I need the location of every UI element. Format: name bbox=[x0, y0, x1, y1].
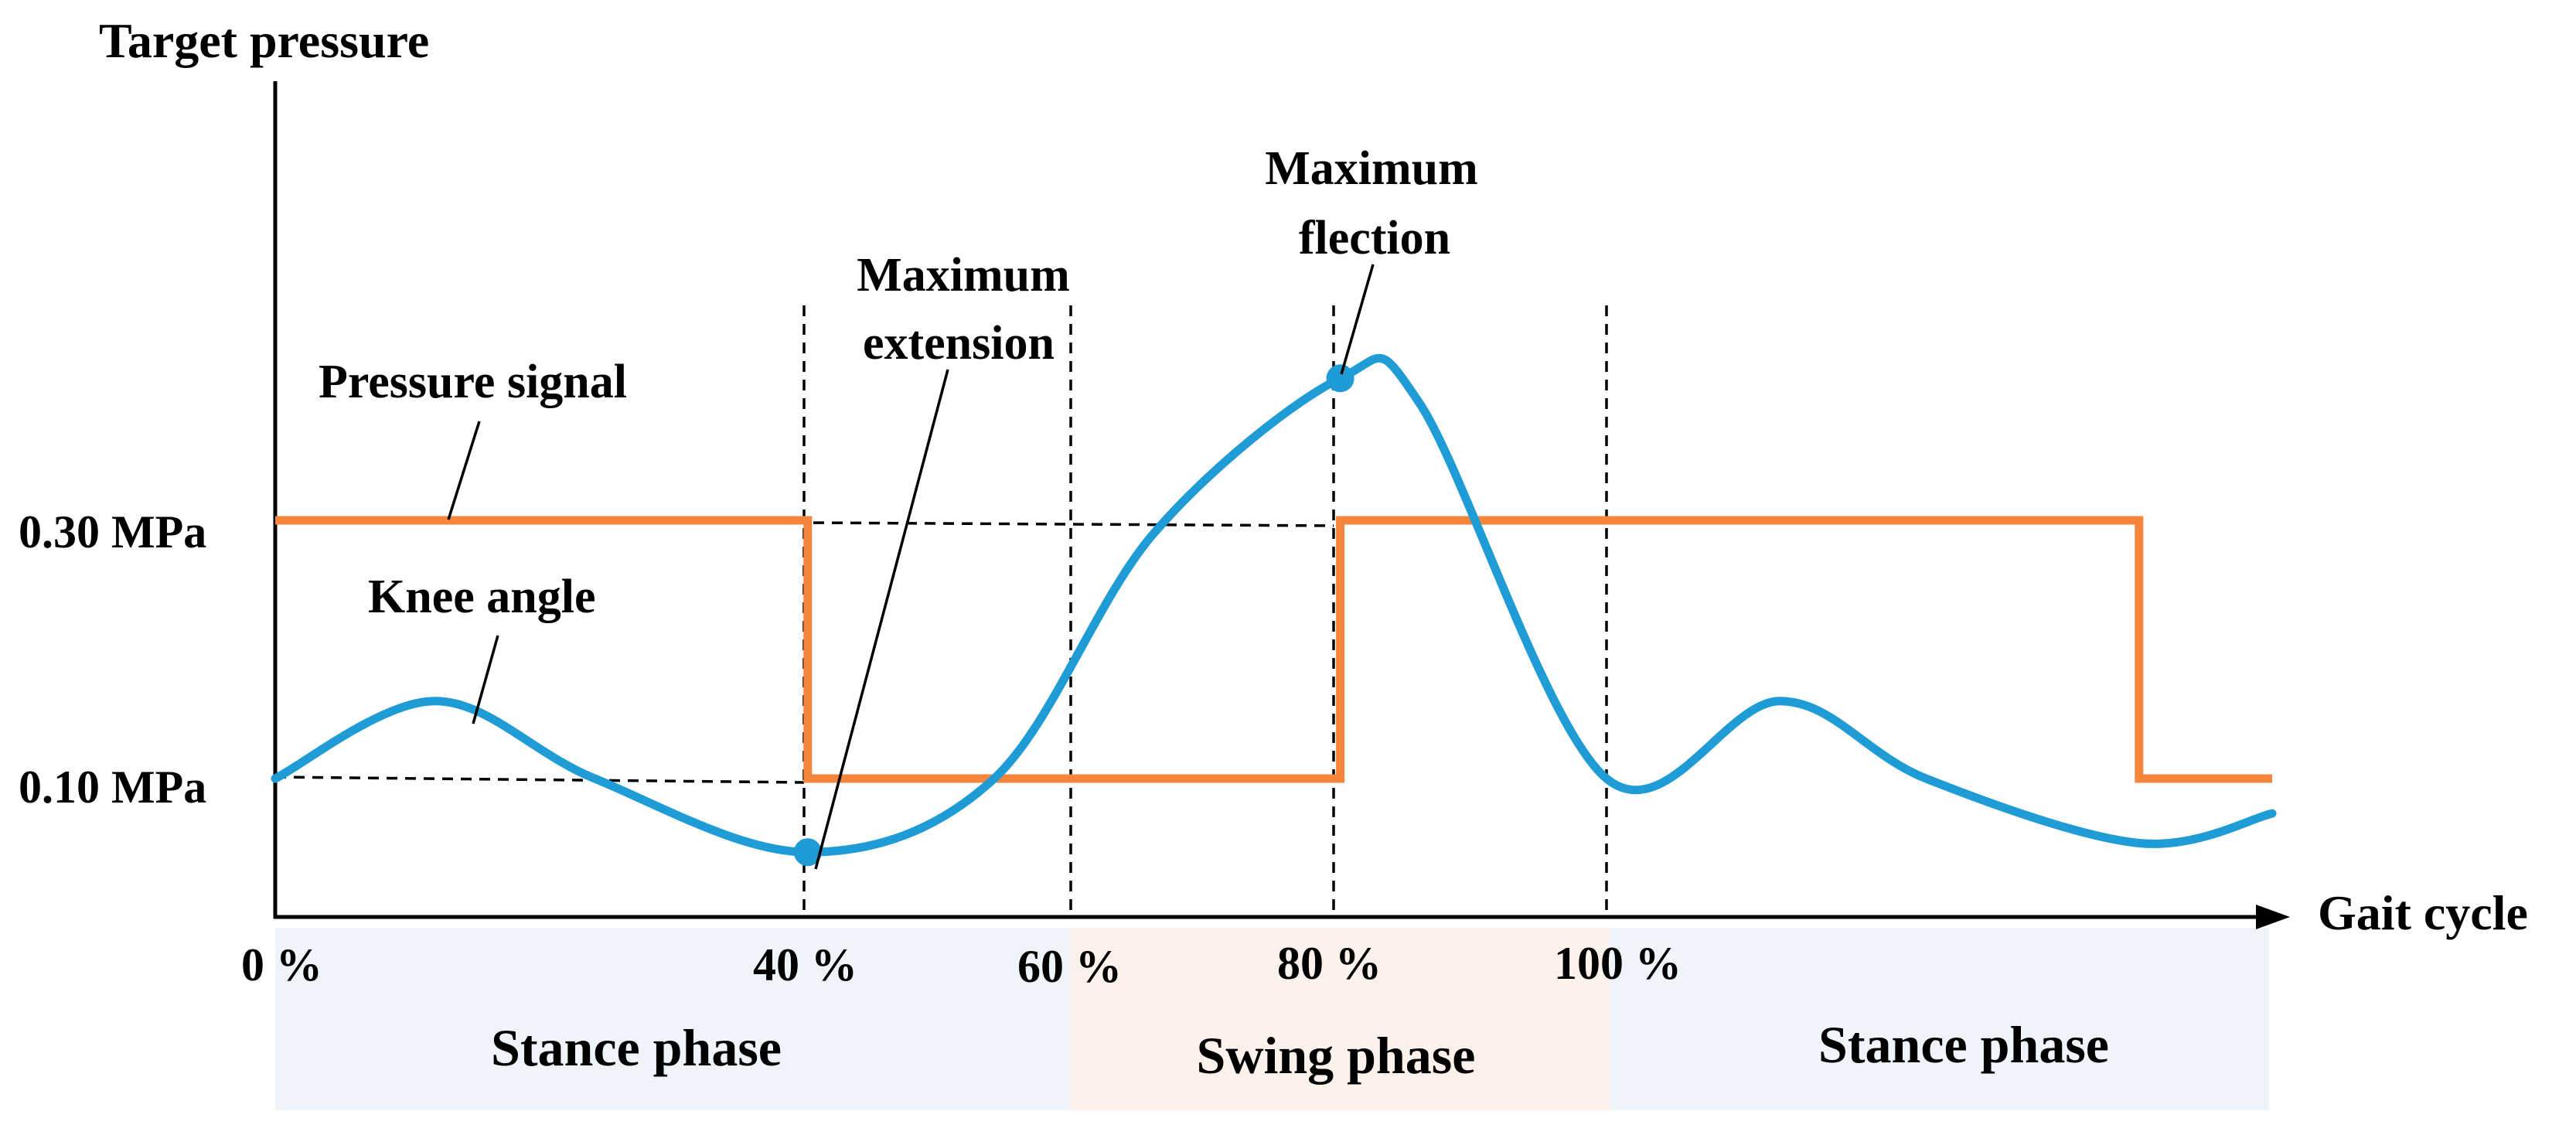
annotation-maximum-extension-line1: Maximum bbox=[857, 249, 1070, 302]
phase-band-stance-2 bbox=[1610, 928, 2269, 1110]
annotation-maximum-extension-line2: extension bbox=[863, 317, 1055, 370]
y-tick-label: 0.10 MPa bbox=[19, 762, 206, 813]
leader-knee-angle bbox=[472, 635, 499, 724]
x-tick-label: 100 % bbox=[1554, 938, 1682, 989]
phase-band-stance-1 bbox=[275, 928, 1070, 1110]
phase-band-swing bbox=[1070, 928, 1610, 1110]
maximum-extension-point bbox=[793, 838, 822, 867]
pressure-signal-line bbox=[275, 516, 2272, 783]
x-axis-arrow bbox=[2256, 905, 2290, 929]
guide-lines bbox=[802, 305, 1608, 917]
reference-line-0-10 bbox=[274, 775, 805, 784]
x-tick-labels: 0 % 40 % 60 % 80 % 100 % bbox=[241, 938, 1682, 992]
x-tick-label: 0 % bbox=[241, 939, 322, 990]
x-tick-label: 80 % bbox=[1277, 938, 1382, 989]
axes: Target pressure Gait cycle bbox=[99, 13, 2528, 940]
phase-bands: Stance phase Swing phase Stance phase bbox=[275, 928, 2269, 1110]
y-tick-labels: 0.30 MPa 0.10 MPa bbox=[19, 506, 206, 813]
leader-maximum-extension bbox=[814, 369, 949, 870]
phase-label-stance-1: Stance phase bbox=[491, 1018, 782, 1077]
x-tick-label: 40 % bbox=[753, 939, 857, 990]
y-axis-title: Target pressure bbox=[99, 13, 429, 68]
maximum-flection-point bbox=[1326, 364, 1354, 393]
phase-label-swing: Swing phase bbox=[1197, 1026, 1476, 1085]
annotations: Pressure signal Knee angle Maximum exten… bbox=[319, 142, 1478, 870]
phase-label-stance-2: Stance phase bbox=[1818, 1015, 2109, 1074]
series bbox=[271, 353, 2277, 867]
annotation-maximum-flection-line1: Maximum bbox=[1265, 142, 1478, 195]
leader-pressure-signal bbox=[447, 421, 481, 520]
x-tick-label: 60 % bbox=[1017, 941, 1122, 992]
annotation-pressure-signal: Pressure signal bbox=[319, 356, 627, 408]
x-axis-title: Gait cycle bbox=[2318, 885, 2528, 940]
annotation-maximum-flection-line2: flection bbox=[1299, 212, 1450, 264]
annotation-knee-angle: Knee angle bbox=[368, 571, 595, 623]
leader-maximum-flection bbox=[1340, 264, 1375, 375]
y-tick-label: 0.30 MPa bbox=[19, 506, 206, 557]
